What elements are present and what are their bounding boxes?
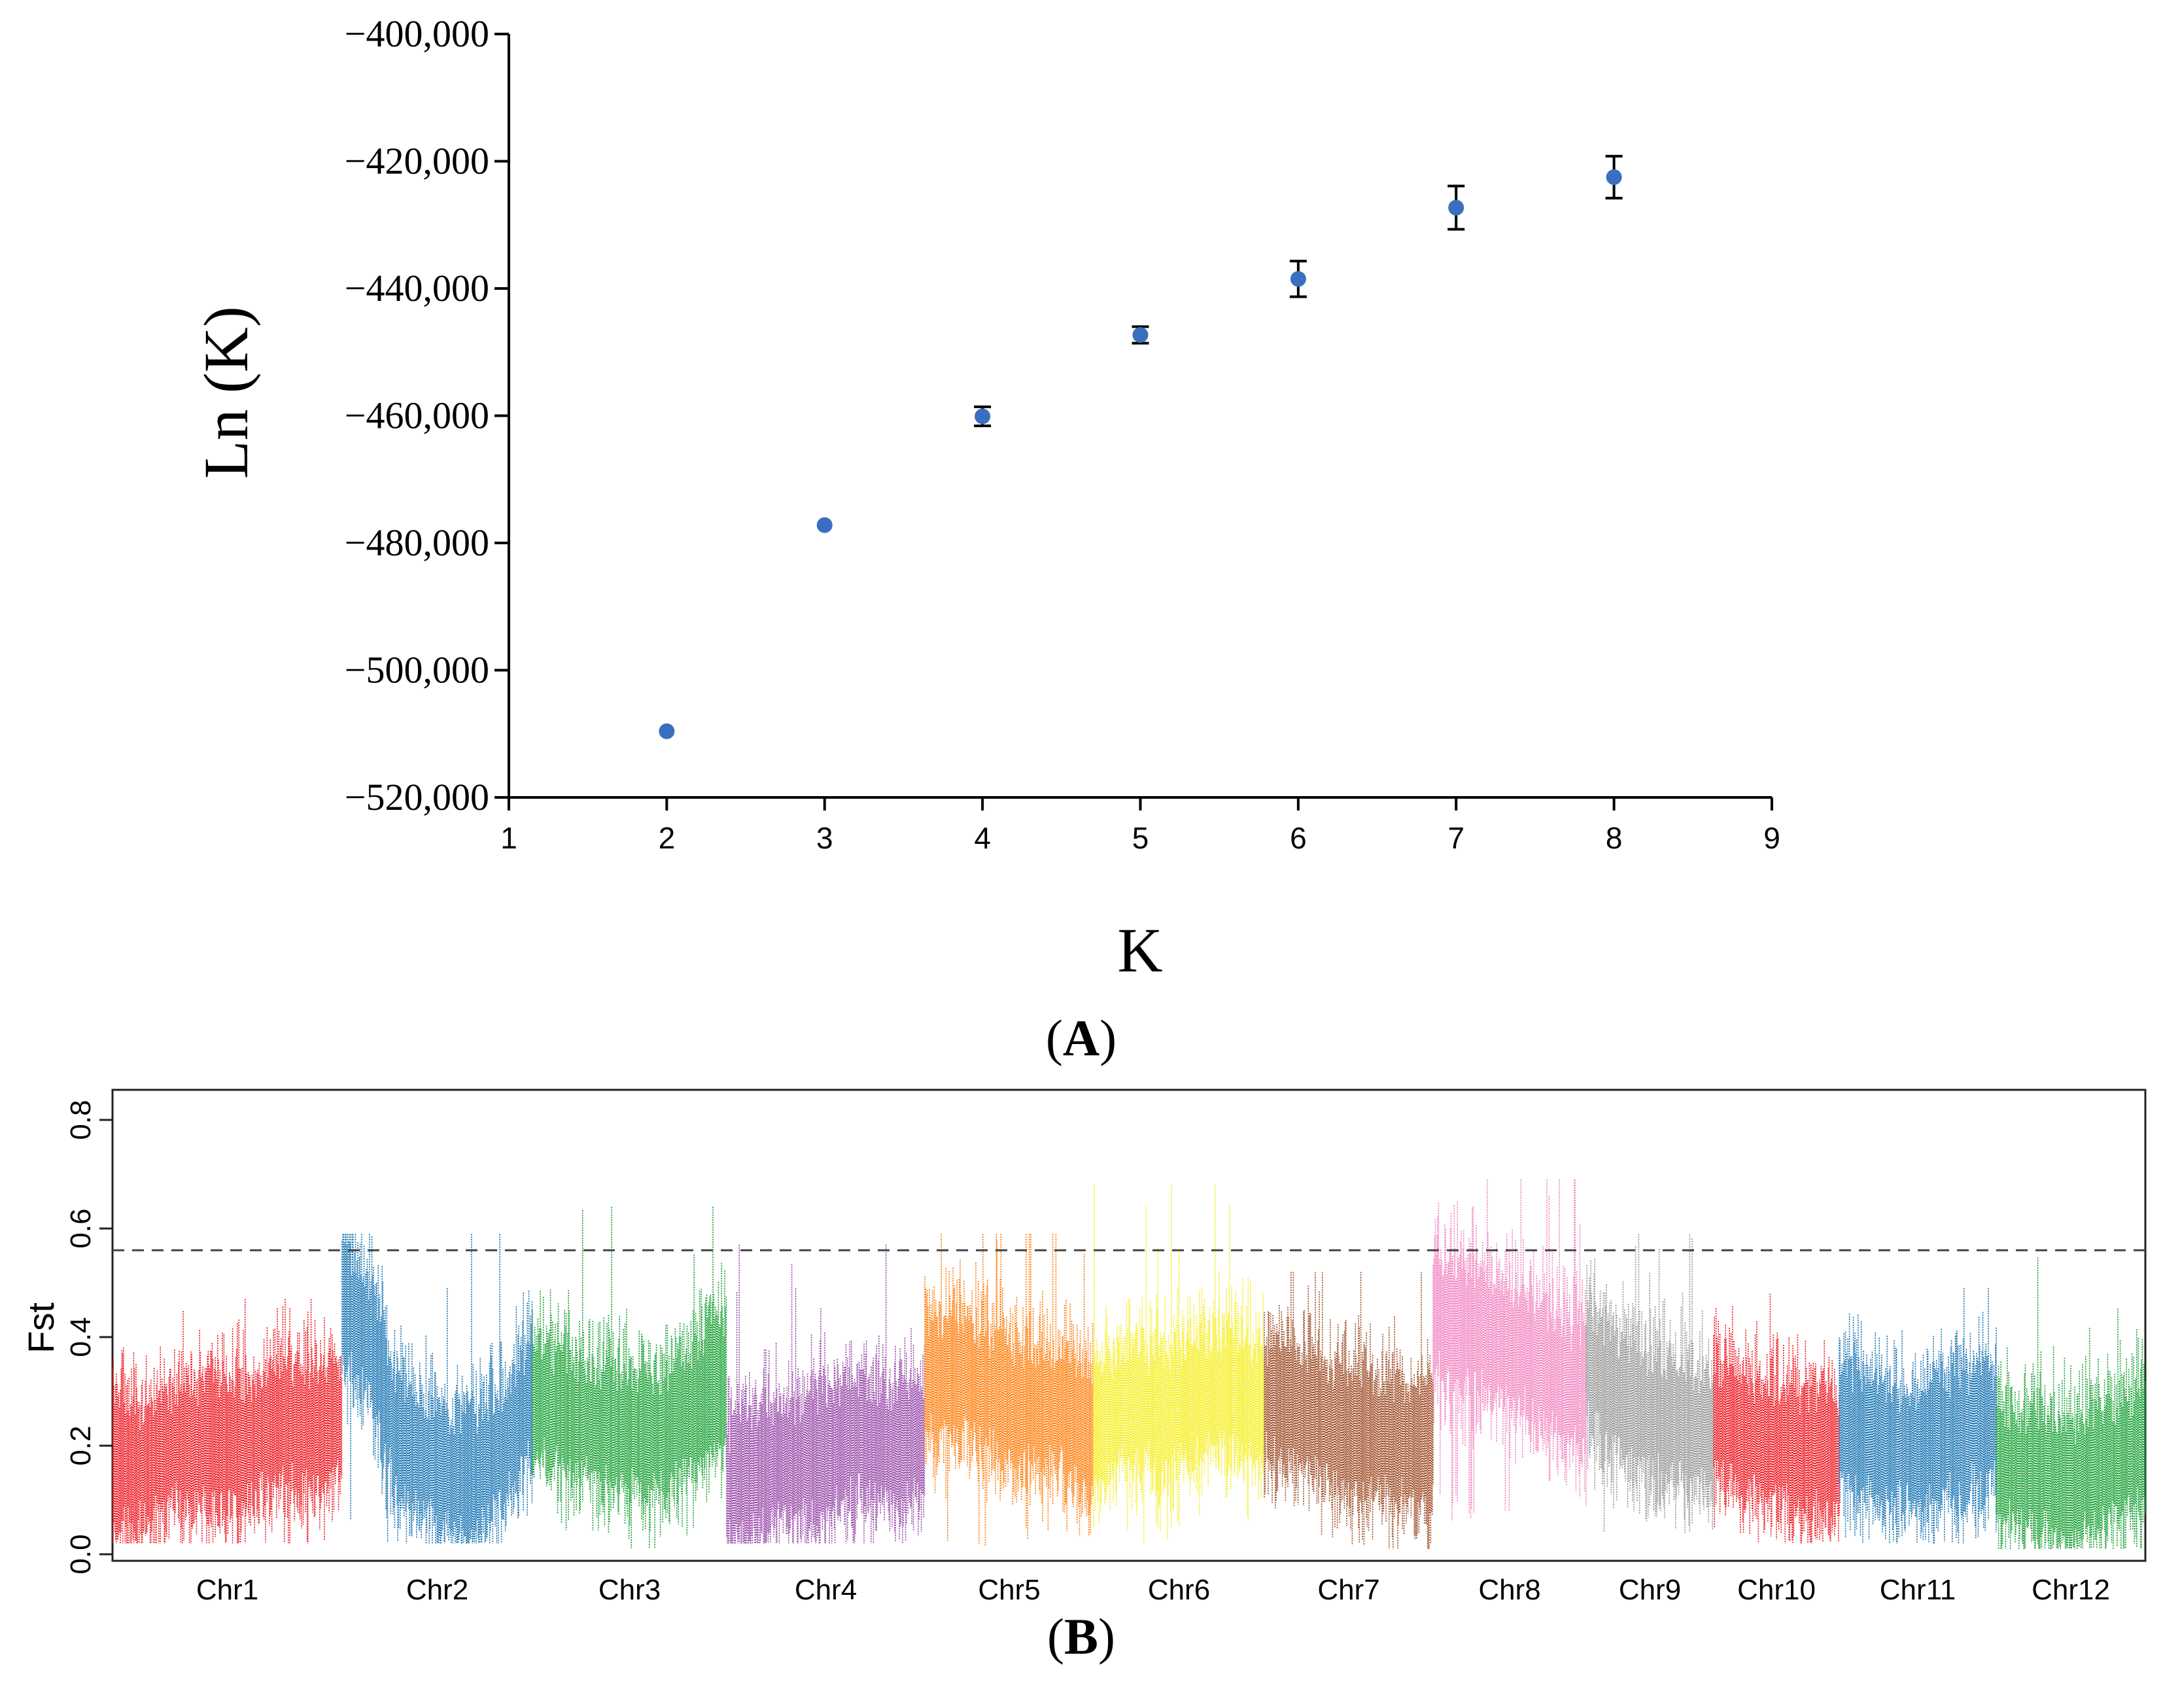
chromosome-label: Chr1 [196,1574,258,1606]
chromosome-series-chr4 [726,1244,926,1544]
panel-a-x-tick-label: 2 [659,821,676,855]
chromosome-label: Chr8 [1478,1574,1540,1606]
panel-b-y-tick-label: 0.0 [65,1534,97,1574]
panel-a-x-tick-label: 7 [1447,821,1464,855]
panel-a-data-point [816,517,833,533]
panel-a-y-ticks: −400,000 −420,000 −440,000 −460,000 −480,000… [345,12,509,818]
chromosome-series-chr12 [1996,1257,2146,1549]
panel-a-data-point [659,723,675,739]
panel-a-y-tick-label: −520,000 [345,776,489,818]
chromosome-series-chr6 [1093,1185,1265,1543]
panel-a-y-tick-label: −400,000 [345,12,489,55]
panel-a-data-point [1290,271,1306,287]
panel-a-x-tick-label: 9 [1763,821,1780,855]
chromosome-label: Chr7 [1317,1574,1379,1606]
panel-a-y-tick-label: −420,000 [345,140,489,183]
panel-b-y-tick-label: 0.8 [65,1100,97,1140]
panel-a-y-axis-title: Ln (K) [191,306,261,479]
panel-a-data-point [1606,169,1622,185]
panel-a-y-tick-label: −480,000 [345,521,489,564]
panel-a-data-point [975,408,991,425]
panel-b-caption-letter: B [1064,1608,1098,1665]
chromosome-series-chr7 [1264,1272,1434,1549]
panel-a-x-axis-title: K [1117,915,1162,985]
chromosome-label: Chr2 [406,1574,468,1606]
panel-a-caption: (A) [1046,1009,1116,1066]
chromosome-series-chr8 [1432,1179,1587,1521]
panel-a-data-points [659,154,1623,739]
panel-a-x-tick-label: 4 [974,821,991,855]
panel-a-y-tick-label: −460,000 [345,394,489,437]
chromosome-series-chr1 [112,1298,343,1544]
panel-a-x-tick-label: 6 [1290,821,1307,855]
panel-b-fst-points [112,1179,2146,1549]
chromosome-label: Chr3 [598,1574,661,1606]
panel-a-x-ticks: 1 2 3 4 5 6 7 8 9 [500,797,1780,855]
panel-a-x-tick-label: 5 [1132,821,1149,855]
panel-b-plot-frame [111,1089,2147,1562]
chromosome-label: Chr9 [1619,1574,1681,1606]
panel-a-x-tick-label: 8 [1606,821,1623,855]
panel-a-y-tick-label: −500,000 [345,649,489,691]
panel-b-y-tick-label: 0.4 [65,1317,97,1357]
chromosome-series-chr11 [1839,1288,1997,1544]
panel-a-data-point [1448,200,1464,216]
panel-a-x-tick-label: 3 [816,821,833,855]
chromosome-series-chr9 [1585,1234,1714,1533]
panel-b-y-ticks: 0.0 0.2 0.4 0.6 0.8 [65,1100,112,1575]
chromosome-label: Chr4 [795,1574,857,1606]
panel-b-y-tick-label: 0.2 [65,1425,97,1465]
panel-a-caption-letter: A [1063,1009,1099,1066]
panel-a-data-point [1132,326,1149,343]
panel-b-y-axis-title: Fst [20,1302,61,1353]
panel-a-scatter-chart: −400,000 −420,000 −440,000 −460,000 −480,000… [191,12,1780,1066]
panel-b-y-tick-label: 0.6 [65,1208,97,1248]
panel-a-y-tick-label: −440,000 [345,267,489,309]
chromosome-label: Chr6 [1148,1574,1210,1606]
chromosome-label: Chr10 [1737,1574,1816,1606]
chromosome-label: Chr11 [1880,1574,1956,1606]
panel-a-x-tick-label: 1 [500,821,517,855]
chromosome-series-chr5 [924,1234,1094,1546]
chromosome-label: Chr5 [978,1574,1040,1606]
panel-b-caption: (B) [1047,1608,1115,1665]
chromosome-series-chr3 [532,1206,727,1549]
panel-b-fst-chart: 0.0 0.2 0.4 0.6 0.8 Chr1 Chr2 Chr3 Chr4 Chr5 Chr6… [20,1089,2147,1665]
chromosome-series-chr10 [1713,1293,1840,1544]
chromosome-series-chr2 [341,1234,533,1544]
panel-b-chromosome-labels: Chr1 Chr2 Chr3 Chr4 Chr5 Chr6 Chr7 Chr8 Chr9 Chr1… [196,1574,2110,1606]
chromosome-label: Chr12 [2032,1574,2110,1606]
